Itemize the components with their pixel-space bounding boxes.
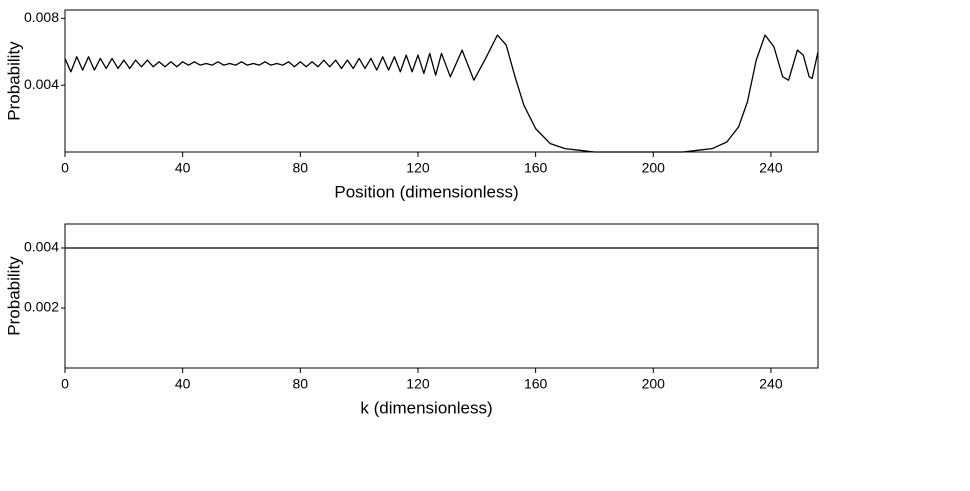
y-axis-label: Probability [4,256,23,336]
x-tick-label: 80 [293,376,309,392]
x-tick-label: 0 [61,160,69,176]
y-tick-label: 0.004 [24,239,59,255]
x-axis-label: k (dimensionless) [360,398,492,417]
x-tick-label: 120 [406,376,430,392]
x-tick-label: 120 [406,160,430,176]
x-tick-label: 160 [524,376,548,392]
x-tick-label: 0 [61,376,69,392]
y-axis-label: Probability [4,41,23,121]
x-tick-label: 240 [759,160,783,176]
y-tick-label: 0.004 [24,76,59,92]
y-tick-label: 0.008 [24,9,59,25]
x-tick-label: 200 [642,376,666,392]
data-line [64,34,819,153]
x-axis-label: Position (dimensionless) [334,182,518,201]
x-tick-label: 160 [524,160,548,176]
x-tick-label: 80 [293,160,309,176]
y-tick-label: 0.002 [24,299,59,315]
x-tick-label: 200 [642,160,666,176]
x-tick-label: 240 [759,376,783,392]
x-tick-label: 40 [175,376,191,392]
plot-frame [64,223,819,369]
x-tick-label: 40 [175,160,191,176]
plot-frame [64,9,819,153]
